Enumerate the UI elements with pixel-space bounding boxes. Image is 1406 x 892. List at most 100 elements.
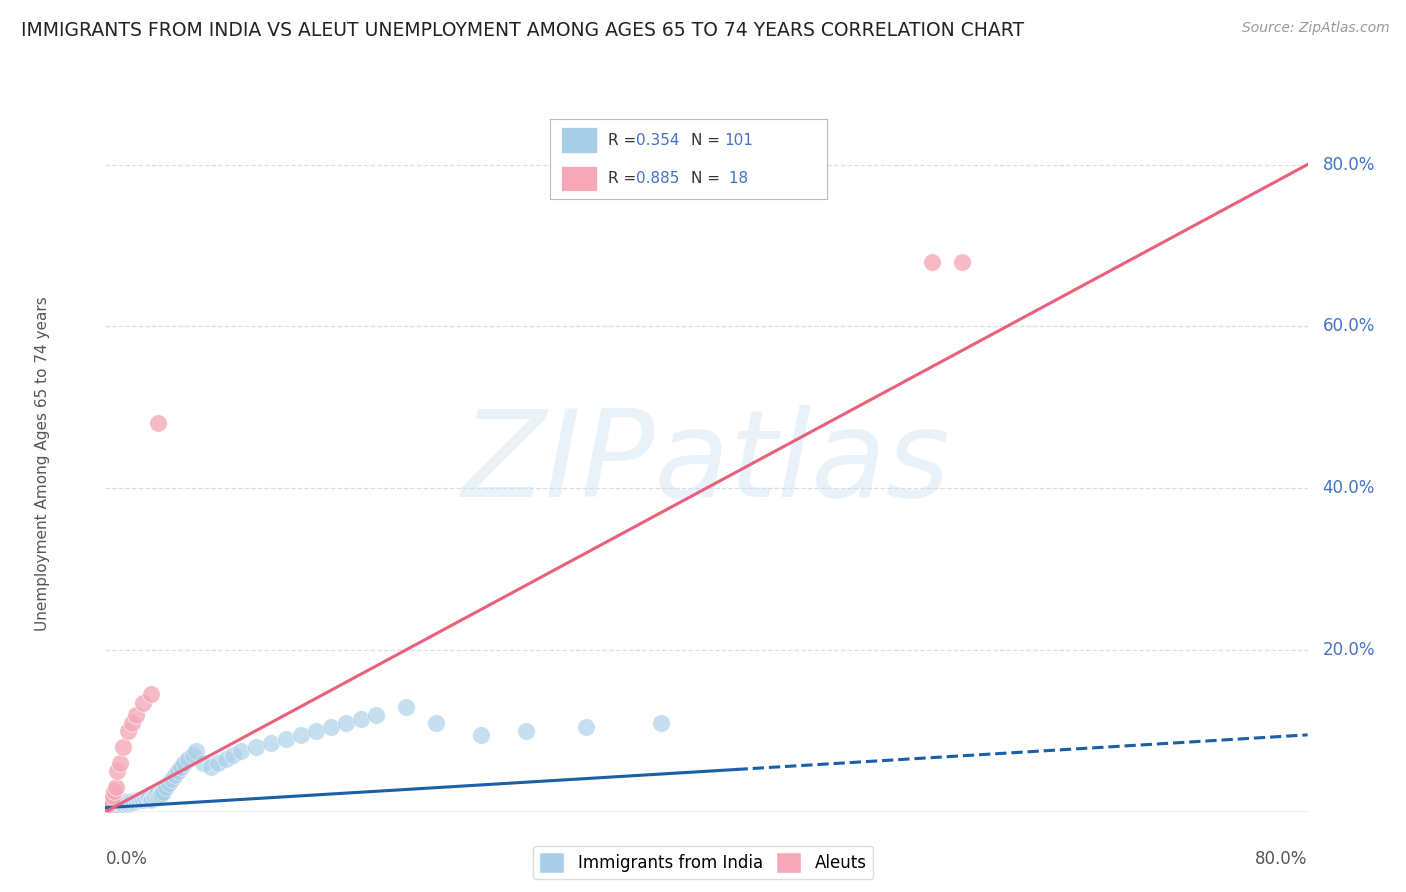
Text: Source: ZipAtlas.com: Source: ZipAtlas.com bbox=[1241, 21, 1389, 35]
Point bbox=[335, 715, 357, 730]
Text: N =: N = bbox=[692, 133, 725, 148]
Point bbox=[146, 417, 169, 431]
Point bbox=[96, 800, 118, 814]
Point bbox=[515, 723, 537, 738]
Point bbox=[104, 800, 127, 814]
Text: 101: 101 bbox=[724, 133, 754, 148]
Point bbox=[575, 720, 598, 734]
Point bbox=[117, 797, 139, 811]
Point bbox=[115, 795, 138, 809]
Point bbox=[136, 790, 159, 805]
Point bbox=[134, 791, 156, 805]
Text: 80.0%: 80.0% bbox=[1256, 850, 1308, 868]
Point bbox=[97, 800, 120, 814]
Point bbox=[141, 791, 163, 805]
Text: 0.885: 0.885 bbox=[636, 171, 679, 186]
Point bbox=[100, 801, 122, 815]
Point bbox=[120, 796, 142, 810]
Point bbox=[364, 707, 387, 722]
Point bbox=[96, 798, 118, 813]
Point bbox=[98, 800, 121, 814]
Point bbox=[97, 797, 120, 811]
Point bbox=[290, 728, 312, 742]
Point bbox=[274, 731, 297, 746]
Point bbox=[155, 780, 177, 795]
Point bbox=[103, 798, 125, 813]
Point bbox=[350, 712, 373, 726]
Point bbox=[184, 744, 207, 758]
Point bbox=[96, 800, 118, 814]
Point bbox=[103, 800, 125, 814]
Point bbox=[97, 792, 120, 806]
Point bbox=[98, 794, 121, 808]
Point bbox=[305, 723, 328, 738]
Text: IMMIGRANTS FROM INDIA VS ALEUT UNEMPLOYMENT AMONG AGES 65 TO 74 YEARS CORRELATIO: IMMIGRANTS FROM INDIA VS ALEUT UNEMPLOYM… bbox=[21, 21, 1024, 39]
Point bbox=[96, 799, 118, 814]
Point bbox=[121, 715, 143, 730]
Point bbox=[112, 797, 135, 812]
Point bbox=[260, 736, 283, 750]
Point bbox=[97, 797, 120, 811]
Point bbox=[229, 744, 252, 758]
Point bbox=[114, 796, 136, 810]
Point bbox=[245, 739, 267, 754]
Point bbox=[97, 803, 120, 817]
Point bbox=[96, 800, 118, 814]
Point bbox=[319, 720, 342, 734]
Point bbox=[112, 739, 135, 754]
Text: 60.0%: 60.0% bbox=[1323, 318, 1375, 335]
Point bbox=[97, 795, 120, 809]
Point bbox=[425, 715, 447, 730]
Point bbox=[122, 795, 145, 809]
Point bbox=[110, 756, 132, 771]
Point bbox=[200, 760, 222, 774]
Text: ZIPatlas: ZIPatlas bbox=[463, 405, 950, 523]
Point bbox=[150, 787, 173, 801]
Point bbox=[129, 793, 152, 807]
Point bbox=[104, 780, 127, 795]
Point bbox=[124, 793, 146, 807]
Point bbox=[100, 792, 122, 806]
Text: 40.0%: 40.0% bbox=[1323, 479, 1375, 497]
Point bbox=[143, 789, 166, 803]
Point bbox=[135, 791, 157, 805]
Point bbox=[107, 797, 129, 811]
Point bbox=[214, 752, 236, 766]
Point bbox=[173, 756, 195, 771]
Point bbox=[104, 797, 127, 812]
Point bbox=[177, 752, 200, 766]
Point bbox=[160, 772, 183, 787]
Point bbox=[101, 799, 124, 814]
Bar bbox=[561, 128, 598, 153]
Point bbox=[142, 790, 165, 805]
Text: 0.0%: 0.0% bbox=[105, 850, 148, 868]
Point bbox=[169, 760, 191, 774]
Point bbox=[207, 756, 229, 771]
Point bbox=[128, 792, 150, 806]
Point bbox=[157, 776, 180, 790]
Point bbox=[100, 795, 122, 809]
Point bbox=[181, 748, 204, 763]
Point bbox=[101, 797, 124, 811]
Point bbox=[96, 802, 118, 816]
Point bbox=[98, 798, 121, 813]
Point bbox=[152, 785, 174, 799]
Point bbox=[470, 728, 492, 742]
Point bbox=[111, 797, 134, 811]
Point bbox=[650, 715, 672, 730]
Point bbox=[101, 800, 124, 814]
Point bbox=[97, 798, 120, 813]
Point bbox=[103, 796, 125, 810]
Bar bbox=[561, 166, 598, 192]
Text: Unemployment Among Ages 65 to 74 years: Unemployment Among Ages 65 to 74 years bbox=[35, 296, 51, 632]
Point bbox=[163, 768, 186, 782]
Point bbox=[98, 792, 121, 806]
Point bbox=[132, 696, 155, 710]
Point bbox=[98, 797, 121, 811]
Point bbox=[222, 748, 245, 763]
Point bbox=[112, 794, 135, 808]
Point bbox=[132, 792, 155, 806]
Point bbox=[148, 789, 170, 803]
Text: R =: R = bbox=[609, 133, 641, 148]
Point bbox=[108, 798, 131, 813]
